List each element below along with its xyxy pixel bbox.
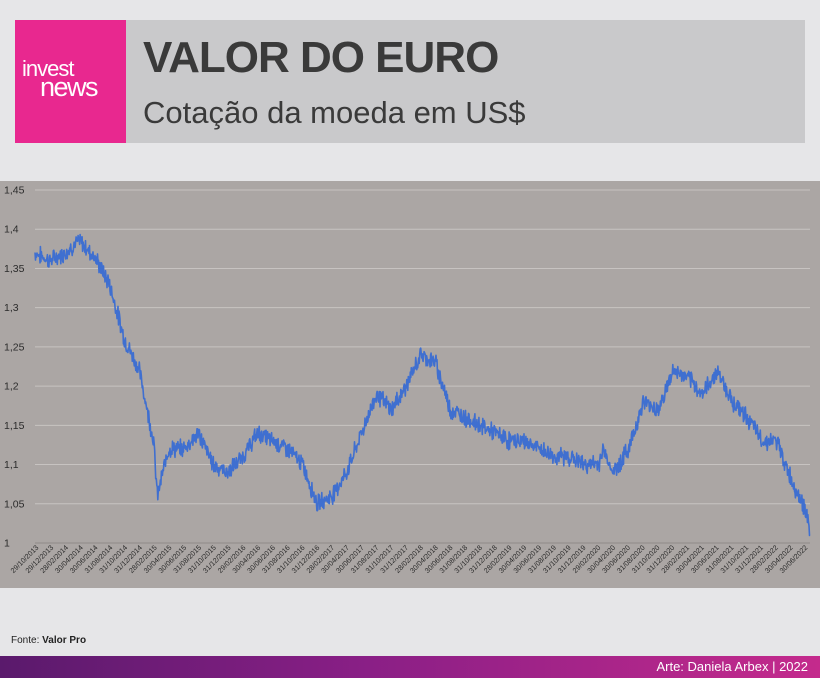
page-subtitle: Cotação da moeda em US$: [143, 95, 526, 130]
source-name: Valor Pro: [42, 635, 87, 646]
y-tick-label: 1,35: [4, 263, 25, 275]
euro-line-chart: 11,051,11,151,21,251,31,351,41,4529/10/2…: [4, 185, 811, 575]
y-tick-label: 1,05: [4, 498, 25, 510]
footer-bar: [0, 656, 820, 678]
y-tick-label: 1,2: [4, 381, 19, 393]
y-tick-label: 1,15: [4, 420, 25, 432]
y-tick-label: 1: [4, 538, 10, 550]
art-credit: Arte: Daniela Arbex | 2022: [656, 659, 808, 674]
header-band: [15, 20, 805, 143]
y-tick-label: 1,3: [4, 302, 19, 314]
logo-news-text: news: [40, 72, 99, 102]
y-tick-label: 1,1: [4, 459, 19, 471]
euro-usd-series-line: [34, 233, 811, 537]
source-note: Fonte: Valor Pro: [11, 635, 86, 646]
y-tick-label: 1,45: [4, 185, 25, 197]
chart-panel: [0, 181, 820, 588]
investnews-logo: invest news: [15, 20, 126, 143]
logo-invest-text: invest: [22, 56, 74, 81]
y-tick-label: 1,25: [4, 341, 25, 353]
source-prefix: Fonte:: [11, 635, 43, 646]
y-tick-label: 1,4: [4, 224, 19, 236]
page-title: VALOR DO EURO: [143, 33, 499, 82]
